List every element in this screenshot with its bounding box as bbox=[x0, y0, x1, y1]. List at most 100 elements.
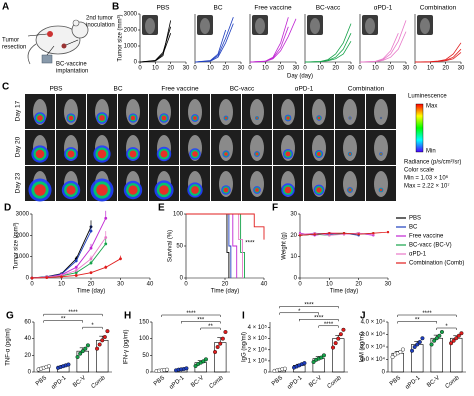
data-point bbox=[331, 345, 336, 350]
data-point bbox=[338, 332, 343, 337]
mouse bbox=[281, 99, 295, 125]
y-axis-label: Tumor size (mm³) bbox=[14, 222, 20, 269]
significance-bracket bbox=[43, 313, 103, 317]
mouse bbox=[219, 99, 233, 125]
data-point bbox=[386, 230, 390, 234]
luminescence-signal bbox=[161, 115, 167, 121]
x-tick-label: 20 bbox=[222, 282, 229, 288]
y-tick-label: 0 bbox=[134, 60, 138, 66]
x-tick-label: 30 bbox=[348, 66, 355, 72]
y-tick-label: 20 bbox=[290, 233, 297, 239]
x-tick-label: 20 bbox=[277, 66, 284, 72]
mouse bbox=[343, 135, 357, 161]
mouse bbox=[312, 99, 326, 125]
data-point bbox=[336, 336, 341, 341]
data-point bbox=[400, 347, 405, 352]
data-point bbox=[434, 336, 439, 341]
mouse-photo bbox=[420, 18, 430, 34]
x-tick-label: 30 bbox=[385, 282, 392, 288]
data-point bbox=[328, 234, 331, 237]
data-point bbox=[89, 246, 93, 250]
data-point bbox=[311, 360, 316, 365]
data-point bbox=[89, 271, 93, 275]
x-tick-label: 40 bbox=[147, 282, 154, 288]
data-point bbox=[83, 346, 88, 351]
luminescence-signal bbox=[255, 188, 259, 192]
x-tick-label: 10 bbox=[372, 66, 379, 72]
data-point bbox=[89, 257, 93, 261]
series-line bbox=[139, 20, 172, 63]
data-point bbox=[429, 342, 434, 347]
y-tick-label: 0 bbox=[28, 370, 32, 376]
luminescence-signal bbox=[348, 152, 352, 156]
significance-bracket bbox=[43, 320, 83, 323]
x-axis-label: Time (day) bbox=[330, 289, 358, 295]
data-point bbox=[451, 338, 456, 343]
data-point bbox=[89, 261, 93, 265]
significance: **** bbox=[186, 311, 196, 317]
luminescence-signal bbox=[316, 151, 322, 157]
significance: ** bbox=[61, 317, 66, 323]
data-point bbox=[164, 367, 169, 372]
data-point bbox=[437, 333, 442, 338]
data-point bbox=[302, 361, 307, 366]
significance: * bbox=[298, 309, 301, 315]
chart-title: BC bbox=[213, 5, 222, 12]
x-tick-label: 0 bbox=[138, 66, 142, 72]
mouse-photo bbox=[365, 18, 375, 34]
y-tick-label: 0 bbox=[264, 370, 268, 376]
luminescence-signal bbox=[128, 185, 138, 195]
data-point bbox=[104, 236, 108, 239]
data-point bbox=[104, 265, 108, 269]
mouse-photo bbox=[310, 18, 320, 34]
x-tick-label: 10 bbox=[207, 66, 214, 72]
y-tick-label: 3000 bbox=[16, 212, 30, 218]
row-label: Day 20 bbox=[15, 136, 22, 157]
mouse bbox=[343, 99, 357, 125]
scale-title: Luminescence bbox=[408, 94, 447, 100]
luminescence-signal bbox=[191, 186, 199, 194]
chart-title: BC-vacc bbox=[316, 5, 341, 12]
data-point bbox=[74, 271, 78, 275]
luminescence-signal bbox=[193, 116, 197, 120]
y-tick-label: 0 bbox=[180, 276, 184, 282]
mouse-photo bbox=[145, 18, 155, 34]
significance: * bbox=[445, 324, 448, 330]
x-tick-label: 10 bbox=[262, 66, 269, 72]
panel-label: E bbox=[158, 203, 165, 214]
x-tick-label: 10 bbox=[317, 66, 324, 72]
annotation: implantation bbox=[56, 69, 88, 75]
x-tick-label: 10 bbox=[58, 282, 65, 288]
data-point bbox=[223, 330, 228, 335]
y-axis-label: TNF-α (pg/ml) bbox=[6, 328, 12, 365]
luminescence-signal bbox=[160, 150, 168, 158]
column-header: PBS bbox=[49, 86, 63, 93]
data-point bbox=[459, 331, 464, 336]
x-tick-label: 0 bbox=[248, 66, 252, 72]
panel-label: A bbox=[2, 2, 9, 13]
data-point bbox=[104, 216, 108, 220]
luminescence-signal bbox=[129, 150, 137, 158]
x-tick-label: 20 bbox=[355, 282, 362, 288]
luminescence-signal bbox=[96, 184, 108, 196]
mouse-photo bbox=[200, 18, 210, 34]
luminescence-signal bbox=[37, 115, 43, 121]
x-tick-label: 0 bbox=[298, 282, 302, 288]
y-tick-label: 1 × 10⁵ bbox=[248, 357, 268, 364]
significance-bracket bbox=[299, 319, 339, 322]
data-point bbox=[313, 233, 316, 236]
x-tick-label: 0 bbox=[184, 282, 188, 288]
column-header: BC bbox=[113, 86, 122, 93]
y-axis-label: IgG (ng/ml) bbox=[242, 332, 248, 362]
data-point bbox=[203, 357, 208, 362]
luminescence-signal bbox=[130, 115, 136, 121]
significance-bracket bbox=[397, 321, 437, 324]
luminescence-signal bbox=[34, 184, 46, 196]
data-point bbox=[97, 342, 102, 347]
significance: **** bbox=[324, 322, 334, 328]
significance-bracket bbox=[279, 306, 339, 309]
y-tick-label: 2000 bbox=[124, 28, 138, 34]
data-point bbox=[328, 232, 331, 235]
data-point bbox=[333, 341, 338, 346]
luminescence-signal bbox=[223, 187, 229, 193]
